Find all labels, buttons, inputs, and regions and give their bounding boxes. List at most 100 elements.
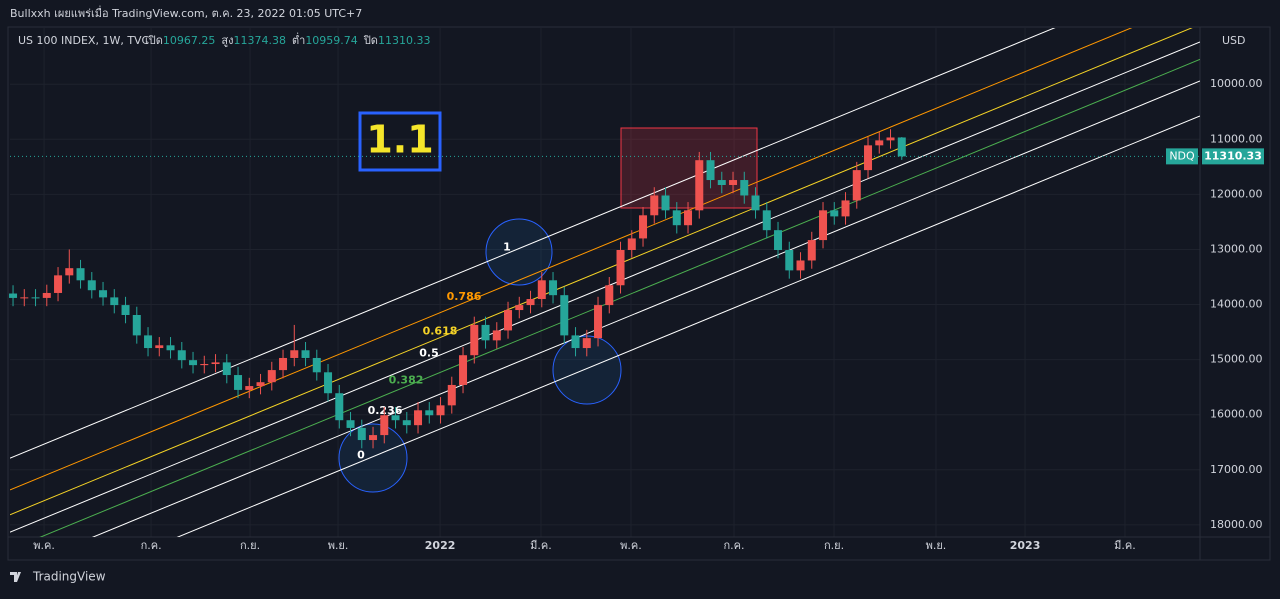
y-tick-label: 13000.00 <box>1210 242 1263 255</box>
candle-body <box>42 292 51 298</box>
fib-line <box>10 41 1200 533</box>
x-tick-label: พ.ค. <box>33 539 55 552</box>
candle-body <box>639 215 648 239</box>
highlight-circle <box>338 423 408 493</box>
attribution: Bullxxh เผยแพร่เมื่อ TradingView.com, ต.… <box>10 5 362 20</box>
fib-line <box>10 28 1193 516</box>
candle-body <box>76 268 85 281</box>
candle-body <box>346 420 355 428</box>
candle-body <box>650 195 659 216</box>
candle-body <box>391 415 400 421</box>
candle-body <box>290 350 299 358</box>
candle-body <box>627 238 636 250</box>
fib-label: 0.786 <box>447 290 482 303</box>
x-tick-label: ก.ย. <box>240 539 260 552</box>
candle-body <box>402 420 411 426</box>
candle-body <box>166 345 175 351</box>
ohlc-label: ต่ำ <box>292 32 305 47</box>
candle-body <box>796 260 805 271</box>
candle-body <box>785 249 794 271</box>
candle-body <box>740 180 749 196</box>
candle-body <box>459 355 468 385</box>
fib-line <box>10 28 1133 491</box>
candle-body <box>897 137 906 157</box>
ohlc-label: สูง <box>221 34 233 47</box>
brand-name: TradingView <box>32 570 106 584</box>
candle-body <box>661 195 670 211</box>
candle-body <box>526 299 535 306</box>
candle-body <box>369 435 378 441</box>
candle-body <box>492 330 501 341</box>
y-tick-label: 14000.00 <box>1210 298 1263 311</box>
candle-body <box>211 362 220 365</box>
candle-body <box>807 240 816 261</box>
fib-label: 0.5 <box>419 347 439 360</box>
candle-body <box>87 280 96 291</box>
candle-body <box>515 305 524 311</box>
candle-body <box>830 210 839 217</box>
candle-body <box>200 364 209 366</box>
x-tick-label: พ.ย. <box>328 539 349 552</box>
candle-body <box>177 350 186 361</box>
y-tick-label: 12000.00 <box>1210 187 1263 200</box>
candle-body <box>155 345 164 349</box>
candle-body <box>717 180 726 185</box>
candle-body <box>110 297 119 306</box>
candle-body <box>99 290 108 298</box>
candle-body <box>189 360 198 366</box>
annotation: 1.1 <box>366 118 433 162</box>
candle-body <box>54 275 63 293</box>
candle-body <box>774 230 783 250</box>
candle-body <box>121 305 130 316</box>
candle-body <box>324 372 333 394</box>
symbol-title: US 100 INDEX, 1W, TVC <box>18 34 150 47</box>
candle-body <box>447 384 456 406</box>
zone-rect <box>620 127 758 209</box>
candle-body <box>819 210 828 241</box>
fib-line <box>10 28 1056 459</box>
highlight-circle <box>485 218 553 286</box>
brand-logo: TradingView <box>10 570 106 584</box>
candle-body <box>695 160 704 211</box>
currency: USD <box>1222 34 1246 47</box>
candle-body <box>875 140 884 146</box>
candle-body <box>684 210 693 226</box>
x-tick-label: มี.ค. <box>1114 539 1136 552</box>
symbol-tag: NDQ <box>1169 149 1195 162</box>
logo-icon <box>10 572 21 582</box>
annotation-box <box>358 111 442 172</box>
fib-label: 0 <box>357 449 365 462</box>
candle-body <box>706 160 715 181</box>
candle-body <box>864 145 873 171</box>
candle-body <box>436 405 445 416</box>
candle-body <box>380 415 389 436</box>
candle-body <box>267 370 276 383</box>
y-tick-label: 11000.00 <box>1210 132 1263 145</box>
candle-body <box>414 410 423 426</box>
chart-pane <box>7 26 1271 561</box>
candle-body <box>751 195 760 211</box>
candle-body <box>234 375 243 390</box>
fib-label: 0.618 <box>423 325 458 338</box>
candle-body <box>605 285 614 306</box>
y-tick-label: 10000.00 <box>1210 77 1263 90</box>
candle-body <box>357 427 366 441</box>
candle-body <box>481 324 490 341</box>
x-tick-label: พ.ย. <box>926 539 947 552</box>
x-tick-label: ก.ย. <box>824 539 844 552</box>
candle-body <box>65 268 74 276</box>
x-tick-label: พ.ค. <box>620 539 642 552</box>
candle-body <box>256 382 265 387</box>
ohlc-label: ปิด <box>363 34 378 47</box>
candle-body <box>470 324 479 356</box>
candle-body <box>537 280 546 300</box>
candle-body <box>560 295 569 336</box>
fib-line <box>91 80 1200 537</box>
candle-body <box>312 357 321 373</box>
ohlc-value: 10967.25 <box>163 34 216 47</box>
fib-line <box>39 58 1200 537</box>
candle-body <box>279 357 288 371</box>
candle-body <box>729 180 738 185</box>
candle-body <box>852 170 861 201</box>
